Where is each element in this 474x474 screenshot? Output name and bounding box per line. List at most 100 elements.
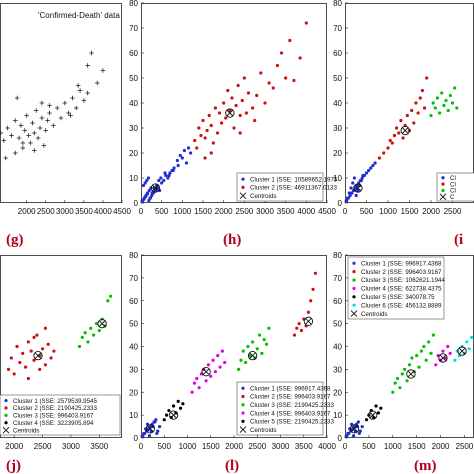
panel-h: 0 500 1000 1500 2000 2500 3000 3500 4000 4500 0 10 2… (129, 0, 338, 248)
x-tick-label: 2000 (5, 442, 23, 451)
data-point (364, 171, 369, 175)
x-tick-label: 500 (362, 442, 376, 451)
data-point (12, 372, 16, 376)
x-tick-label: 1500 (194, 207, 212, 216)
data-point (246, 344, 250, 349)
data-point (21, 351, 25, 355)
centroid-marker (400, 125, 410, 136)
data-point (81, 98, 87, 103)
data-point (405, 379, 409, 383)
data-point (292, 78, 296, 83)
data-point (80, 335, 84, 339)
x-tick-label: 3500 (75, 207, 93, 216)
data-point (143, 195, 148, 199)
y-tick-label: 30 (333, 124, 342, 133)
data-point (9, 356, 13, 360)
data-point (150, 191, 154, 195)
data-point (429, 351, 433, 355)
y-tick-label: 10 (129, 411, 138, 420)
data-point (240, 98, 244, 103)
data-point (410, 108, 414, 113)
data-point (232, 126, 236, 130)
data-point (435, 96, 440, 100)
data-point (255, 347, 259, 351)
panel-i: 0 500 1000 1500 2000 250001020304050607080ClC… (333, 0, 474, 248)
data-point (85, 90, 90, 96)
legend-label: Cluster 6 (SSE: 456132.8889 (361, 302, 442, 309)
data-point (51, 123, 56, 128)
data-point (446, 344, 450, 349)
data-point (255, 93, 259, 98)
x-tick-label: 0 (139, 442, 144, 451)
centroid-marker (168, 410, 179, 420)
x-tick-label: 2000 (422, 207, 440, 216)
legend-label: Cluster 1 (SSE: 996917.4368 (361, 260, 442, 267)
data-point (450, 101, 455, 105)
centroid-cross (98, 320, 106, 327)
data-point (207, 113, 211, 118)
data-point (353, 186, 357, 190)
y-tick-label: 50 (129, 320, 138, 329)
data-point (248, 354, 252, 358)
plot-area (345, 3, 474, 203)
data-point (167, 408, 171, 413)
data-point (178, 153, 182, 158)
data-point (295, 326, 299, 330)
x-tick-label: 2000 (432, 442, 450, 451)
centroid-cross (407, 370, 415, 378)
y-tick-label: 60 (333, 49, 342, 58)
data-point (220, 121, 224, 125)
legend-marker (241, 185, 245, 190)
data-point (417, 365, 421, 369)
centroid-marker (225, 108, 235, 118)
y-tick-label: 0 (134, 199, 139, 208)
legend-label: Cluster 1 (SSE: 996917.4368 (250, 385, 331, 392)
x-tick-label: 2000 (225, 442, 243, 451)
y-tick-label: 20 (129, 149, 138, 158)
panel-caption: (m) (414, 458, 437, 474)
centroid-marker (201, 367, 211, 377)
data-point (415, 354, 419, 358)
data-point (352, 424, 357, 429)
data-point (77, 88, 83, 93)
x-tick-label: 500 (155, 207, 169, 216)
legend-label: Cluster 4 (SSE: 622738.4375 (361, 286, 442, 293)
y-tick-label: 60 (333, 297, 342, 306)
data-point (410, 356, 414, 360)
data-point (442, 103, 446, 108)
data-point (444, 98, 448, 103)
data-point (224, 116, 228, 120)
x-tick-label: 3500 (277, 207, 295, 216)
data-point (142, 431, 146, 436)
data-point (158, 188, 162, 193)
y-tick-label: 0 (338, 434, 343, 443)
data-point (168, 171, 172, 175)
y-tick-label: 50 (333, 320, 342, 329)
legend-box (0, 394, 121, 436)
data-point (284, 76, 288, 80)
data-point (171, 168, 175, 173)
data-point (211, 141, 215, 145)
data-point (12, 150, 18, 156)
data-point (147, 198, 151, 203)
data-point (429, 113, 433, 118)
data-point (62, 100, 68, 106)
data-point (220, 349, 224, 353)
data-point (66, 110, 71, 116)
data-point (419, 349, 424, 353)
centroid-marker (145, 424, 155, 434)
panel-caption: (h) (223, 232, 241, 248)
data-point (418, 96, 422, 100)
data-point (73, 105, 79, 111)
data-point (199, 133, 203, 138)
legend-marker (2, 426, 10, 434)
data-point (348, 193, 352, 198)
legend-label: Cluster 4 (SSE: 3223905.894 (13, 420, 94, 427)
data-point (377, 156, 381, 160)
data-point (146, 176, 151, 180)
data-point (299, 328, 304, 333)
data-point (68, 113, 73, 118)
data-point (186, 146, 191, 150)
